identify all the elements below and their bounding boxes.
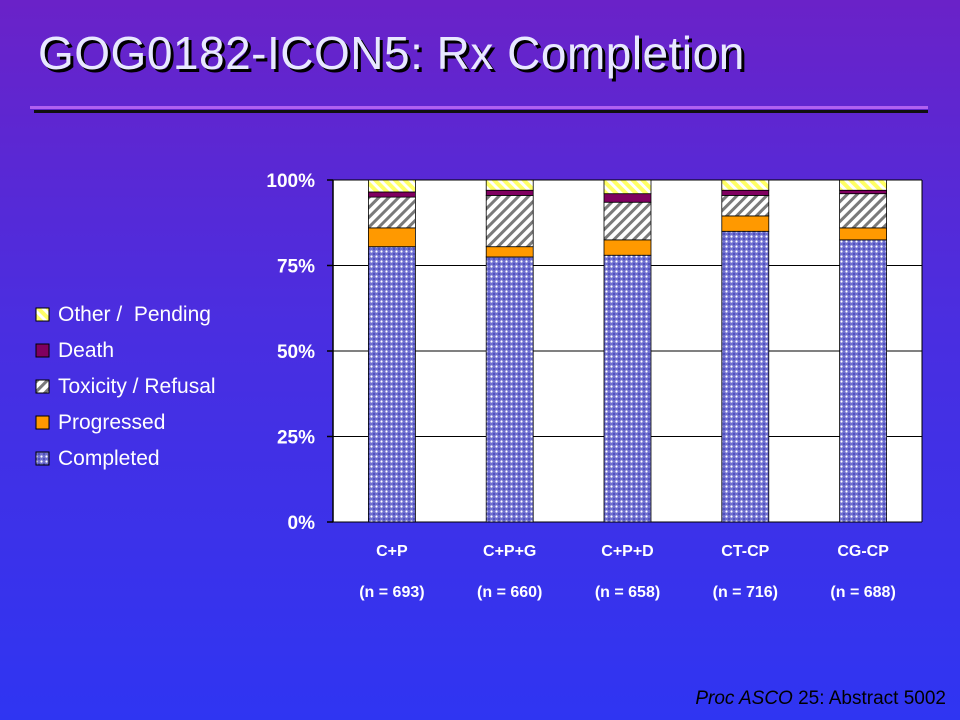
bar-segment-progressed xyxy=(485,246,534,258)
legend-swatch xyxy=(35,379,50,394)
bar-segment-death xyxy=(367,191,416,198)
legend-label: Death xyxy=(58,339,114,362)
bar-segment-death xyxy=(485,189,534,196)
y-tick-label: 100% xyxy=(266,171,315,192)
bar-segment-other-pending xyxy=(367,179,416,193)
bar-segment-completed xyxy=(721,230,770,523)
bar-segment-other-pending xyxy=(839,179,887,191)
legend-swatch xyxy=(35,343,50,358)
bar-segment-completed xyxy=(367,246,416,523)
source-journal: Proc ASCO xyxy=(695,688,793,709)
bar-segment-progressed xyxy=(367,227,416,248)
legend-label: Completed xyxy=(58,447,160,470)
legend-swatch xyxy=(35,451,50,466)
legend-swatch xyxy=(35,307,50,322)
bar-segment-progressed xyxy=(721,215,770,232)
bar-segment-death xyxy=(603,193,652,203)
bar-segment-other-pending xyxy=(603,179,652,195)
bar-segment-progressed xyxy=(603,239,652,256)
slide-title: GOG0182-ICON5: Rx Completion xyxy=(38,27,745,79)
y-tick-label: 0% xyxy=(288,513,316,534)
bar-segment-other-pending xyxy=(485,179,534,191)
bar-segment-toxicity-refusal xyxy=(839,193,887,229)
source-citation: Proc ASCO 25: Abstract 5002 xyxy=(695,688,946,710)
source-detail: 25: Abstract 5002 xyxy=(792,688,946,709)
legend-label: Toxicity / Refusal xyxy=(58,375,216,398)
bar-segment-death xyxy=(721,189,770,196)
y-tick-label: 25% xyxy=(277,428,315,449)
x-category-label: CT-CP xyxy=(721,543,769,560)
bar-segment-death xyxy=(839,189,887,195)
title-rule xyxy=(30,106,928,109)
legend-label: Other / Pending xyxy=(58,303,211,326)
sample-size-label: (n = 658) xyxy=(595,584,660,601)
bar-segment-toxicity-refusal xyxy=(485,194,534,248)
y-tick-label: 75% xyxy=(277,257,315,278)
bar-segment-completed xyxy=(485,256,534,523)
legend-label: Progressed xyxy=(58,411,165,434)
sample-size-label: (n = 716) xyxy=(713,584,778,601)
title-rule-shadow xyxy=(34,110,928,113)
sample-size-label: (n = 660) xyxy=(477,584,542,601)
bar-segment-toxicity-refusal xyxy=(367,196,416,229)
x-category-label: C+P+G xyxy=(483,543,536,560)
bar-segment-other-pending xyxy=(721,179,770,191)
sample-size-label: (n = 688) xyxy=(830,584,895,601)
bar-segment-progressed xyxy=(839,227,887,241)
bar-segment-completed xyxy=(603,254,652,523)
x-category-label: CG-CP xyxy=(837,543,889,560)
x-category-label: C+P xyxy=(376,543,408,560)
sample-size-label: (n = 693) xyxy=(359,584,424,601)
legend-swatch xyxy=(35,415,50,430)
bar-segment-completed xyxy=(839,239,887,523)
x-category-label: C+P+D xyxy=(601,543,653,560)
y-tick-label: 50% xyxy=(277,342,315,363)
bar-segment-toxicity-refusal xyxy=(603,201,652,241)
bar-segment-toxicity-refusal xyxy=(721,194,770,217)
